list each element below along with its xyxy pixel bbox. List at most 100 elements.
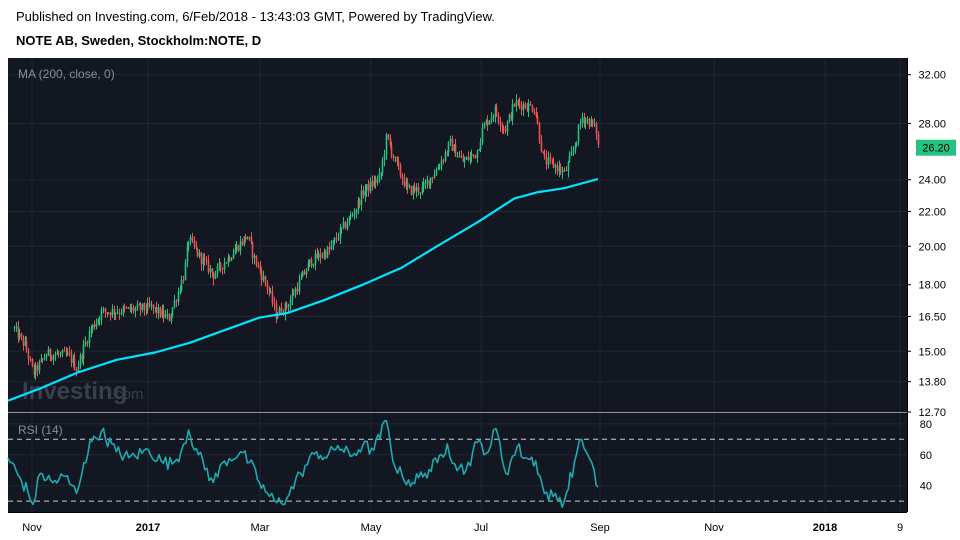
candle-body bbox=[106, 312, 109, 314]
candle-body bbox=[437, 168, 440, 170]
price-tick-label: 13.80 bbox=[918, 377, 946, 389]
candle-body bbox=[438, 166, 441, 169]
candle-body bbox=[447, 142, 450, 153]
candle-body bbox=[212, 272, 215, 279]
candle-body bbox=[574, 145, 577, 151]
candle-body bbox=[207, 260, 210, 272]
candle-body bbox=[376, 177, 379, 183]
candle-body bbox=[490, 117, 493, 121]
candle-body bbox=[56, 353, 59, 355]
candle-body bbox=[517, 100, 520, 103]
rsi-tick-label: 40 bbox=[920, 481, 932, 493]
candle-body bbox=[125, 307, 128, 309]
candle-body bbox=[225, 262, 228, 264]
candle-body bbox=[216, 265, 219, 274]
candle-body bbox=[547, 157, 550, 165]
candle-body bbox=[195, 245, 198, 249]
candle-body bbox=[146, 302, 149, 311]
candle-body bbox=[15, 326, 18, 328]
candle-body bbox=[392, 155, 395, 158]
candle-body bbox=[367, 184, 370, 192]
candle-body bbox=[33, 366, 36, 375]
candle-body bbox=[41, 358, 44, 360]
candle-body bbox=[307, 263, 310, 272]
candle-body bbox=[139, 304, 142, 310]
candle-body bbox=[88, 331, 91, 344]
candle-body bbox=[143, 303, 146, 310]
candle-body bbox=[558, 166, 561, 172]
candle-body bbox=[511, 104, 514, 119]
candle-body bbox=[590, 119, 593, 127]
candle-body bbox=[266, 283, 269, 290]
candle-body bbox=[358, 200, 361, 206]
candle-body bbox=[90, 329, 93, 332]
candle-body bbox=[259, 265, 262, 272]
candle-body bbox=[72, 358, 75, 363]
price-tick-label: 22.00 bbox=[918, 206, 946, 218]
candle-body bbox=[483, 123, 486, 129]
candle-body bbox=[129, 307, 132, 310]
candle-body bbox=[168, 314, 171, 321]
candle-body bbox=[429, 177, 432, 186]
candle-body bbox=[497, 115, 500, 122]
candle-body bbox=[385, 134, 388, 155]
candle-body bbox=[533, 111, 536, 113]
candle-body bbox=[239, 241, 242, 251]
candle-body bbox=[319, 253, 322, 258]
candle-body bbox=[202, 257, 205, 265]
candle-body bbox=[424, 182, 427, 184]
candle-body bbox=[287, 306, 290, 308]
candle-body bbox=[68, 352, 71, 354]
candle-body bbox=[568, 155, 571, 163]
candle-body bbox=[38, 361, 41, 371]
candle-body bbox=[344, 221, 347, 229]
x-tick-label: Nov bbox=[22, 522, 42, 534]
ma-200-line bbox=[7, 177, 599, 402]
candle-body bbox=[581, 117, 584, 124]
candle-body bbox=[442, 160, 445, 162]
candle-body bbox=[170, 315, 173, 321]
candle-body bbox=[504, 129, 507, 132]
candle-body bbox=[205, 260, 208, 262]
candle-body bbox=[162, 309, 165, 318]
candle-body bbox=[59, 353, 62, 355]
price-tick-label: 16.50 bbox=[918, 311, 946, 323]
chart-symbol-title: NOTE AB, Sweden, Stockholm:NOTE, D bbox=[16, 33, 262, 48]
candle-body bbox=[300, 277, 303, 280]
candle-body bbox=[305, 271, 308, 275]
candle-body bbox=[45, 355, 48, 359]
candle-body bbox=[419, 192, 422, 194]
candle-body bbox=[107, 312, 110, 314]
candle-body bbox=[454, 144, 457, 157]
candle-body bbox=[237, 245, 240, 251]
price-tick-label: 15.00 bbox=[918, 346, 946, 358]
candle-body bbox=[554, 165, 557, 168]
candle-body bbox=[244, 236, 247, 240]
published-note: Published on Investing.com, 6/Feb/2018 -… bbox=[16, 9, 495, 24]
candle-body bbox=[542, 151, 545, 154]
candle-body bbox=[333, 238, 336, 241]
candle-body bbox=[203, 257, 206, 261]
candle-body bbox=[43, 358, 46, 360]
candle-body bbox=[328, 247, 331, 250]
candle-body bbox=[18, 333, 21, 339]
candle-body bbox=[81, 355, 84, 359]
candle-body bbox=[280, 307, 283, 315]
candle-body bbox=[474, 154, 477, 159]
candle-body bbox=[408, 186, 411, 188]
price-tick-label: 18.00 bbox=[918, 280, 946, 292]
candle-body bbox=[494, 106, 497, 117]
candle-body bbox=[396, 156, 399, 162]
candle-body bbox=[451, 139, 454, 151]
candle-body bbox=[373, 180, 376, 187]
watermark-suffix: .com bbox=[111, 386, 144, 403]
candle-body bbox=[597, 134, 600, 145]
candle-body bbox=[310, 259, 313, 266]
candle-body bbox=[453, 144, 456, 151]
candle-body bbox=[364, 190, 367, 196]
candle-body bbox=[232, 254, 235, 259]
candle-body bbox=[485, 120, 488, 124]
candle-body bbox=[123, 306, 126, 308]
candle-body bbox=[481, 128, 484, 142]
candle-body bbox=[77, 366, 80, 372]
